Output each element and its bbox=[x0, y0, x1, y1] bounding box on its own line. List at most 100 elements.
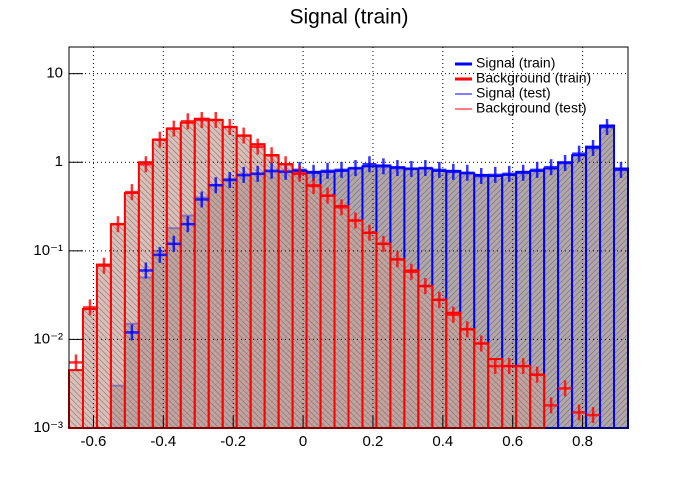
data-point bbox=[586, 407, 601, 424]
data-point bbox=[348, 212, 363, 229]
histogram-bar bbox=[193, 117, 210, 429]
histogram-bar bbox=[515, 365, 532, 429]
data-point bbox=[334, 199, 349, 216]
y-tick-label: 10⁻¹ bbox=[33, 242, 63, 259]
data-point bbox=[166, 120, 181, 137]
x-tick-label: -0.4 bbox=[150, 433, 176, 450]
histogram-bar bbox=[613, 167, 630, 429]
data-point bbox=[488, 166, 503, 183]
x-tick-label: 0.4 bbox=[432, 433, 453, 450]
x-tick-label: 0 bbox=[299, 433, 307, 450]
histogram-bar bbox=[403, 269, 420, 429]
data-point bbox=[320, 187, 335, 204]
data-point bbox=[558, 155, 573, 172]
data-point bbox=[600, 118, 615, 135]
data-point bbox=[250, 165, 265, 182]
data-point bbox=[530, 161, 545, 178]
data-point bbox=[306, 177, 321, 194]
histogram-bar bbox=[81, 308, 98, 429]
histogram-bar bbox=[571, 154, 588, 429]
x-tick-label: 0.8 bbox=[572, 433, 593, 450]
legend-label: Signal (train) bbox=[476, 55, 555, 71]
x-tick-label: -0.6 bbox=[81, 433, 107, 450]
histogram-bar bbox=[109, 223, 126, 429]
y-tick-label: 1 bbox=[55, 153, 63, 170]
data-point bbox=[124, 184, 139, 201]
data-point bbox=[362, 156, 377, 173]
y-tick-label: 10 bbox=[46, 65, 63, 82]
data-point bbox=[432, 161, 447, 178]
data-point bbox=[404, 263, 419, 280]
chart-title: Signal (train) bbox=[289, 6, 408, 29]
data-point bbox=[208, 177, 223, 194]
data-point bbox=[278, 156, 293, 173]
data-point bbox=[544, 159, 559, 176]
histogram-bar bbox=[151, 138, 168, 430]
data-point bbox=[516, 358, 531, 375]
data-point bbox=[404, 160, 419, 177]
histogram-bar bbox=[95, 263, 112, 429]
data-point bbox=[334, 161, 349, 178]
histogram-bar bbox=[389, 258, 406, 429]
data-point bbox=[516, 164, 531, 181]
histogram-bar bbox=[431, 298, 448, 430]
histogram-bar bbox=[68, 369, 84, 430]
data-point bbox=[418, 160, 433, 177]
histogram-bar bbox=[179, 121, 196, 429]
legend-label: Signal (test) bbox=[476, 85, 551, 101]
histogram-bar bbox=[263, 154, 280, 429]
data-point bbox=[110, 216, 125, 233]
data-point bbox=[390, 160, 405, 177]
data-point bbox=[544, 397, 559, 414]
histogram-bar bbox=[165, 127, 182, 430]
data-point bbox=[390, 251, 405, 268]
data-point bbox=[180, 113, 195, 130]
histogram-bar bbox=[207, 118, 224, 430]
data-point bbox=[166, 235, 181, 252]
data-point bbox=[362, 224, 377, 241]
data-point bbox=[250, 138, 265, 155]
histogram-bar bbox=[123, 191, 140, 429]
data-point bbox=[152, 246, 167, 263]
data-point bbox=[572, 404, 587, 421]
data-point bbox=[222, 118, 237, 135]
histogram-bar bbox=[319, 194, 336, 429]
data-point bbox=[572, 145, 587, 162]
data-point bbox=[82, 299, 97, 316]
histogram-bar bbox=[361, 231, 378, 429]
data-point bbox=[502, 358, 517, 375]
data-point bbox=[138, 156, 153, 173]
data-point bbox=[614, 161, 628, 178]
legend-label: Background (test) bbox=[476, 100, 587, 116]
x-tick-label: 0.2 bbox=[363, 433, 384, 450]
data-point bbox=[222, 172, 237, 189]
histogram-bar bbox=[473, 342, 490, 429]
data-point bbox=[502, 165, 517, 182]
data-point bbox=[446, 163, 461, 180]
histogram-bar bbox=[137, 161, 154, 430]
data-point bbox=[69, 354, 83, 371]
histogram-bar bbox=[501, 365, 518, 429]
data-point bbox=[320, 162, 335, 179]
data-point bbox=[446, 306, 461, 323]
histogram-bar bbox=[249, 143, 266, 429]
data-point bbox=[586, 139, 601, 156]
histogram-bar bbox=[459, 328, 476, 429]
data-point bbox=[488, 358, 503, 375]
data-point bbox=[558, 380, 573, 397]
data-point bbox=[460, 164, 475, 181]
x-tick-label: 0.6 bbox=[502, 433, 523, 450]
data-point bbox=[348, 160, 363, 177]
histogram-bar bbox=[599, 124, 616, 430]
histogram-bar bbox=[445, 311, 462, 430]
data-point bbox=[376, 158, 391, 175]
histogram-bar bbox=[543, 167, 560, 429]
plot-frame bbox=[68, 46, 629, 429]
data-point bbox=[236, 127, 251, 144]
data-point bbox=[194, 191, 209, 208]
legend-label: Background (train) bbox=[476, 70, 591, 86]
data-point bbox=[180, 216, 195, 233]
data-point bbox=[376, 235, 391, 252]
data-point bbox=[152, 131, 167, 148]
